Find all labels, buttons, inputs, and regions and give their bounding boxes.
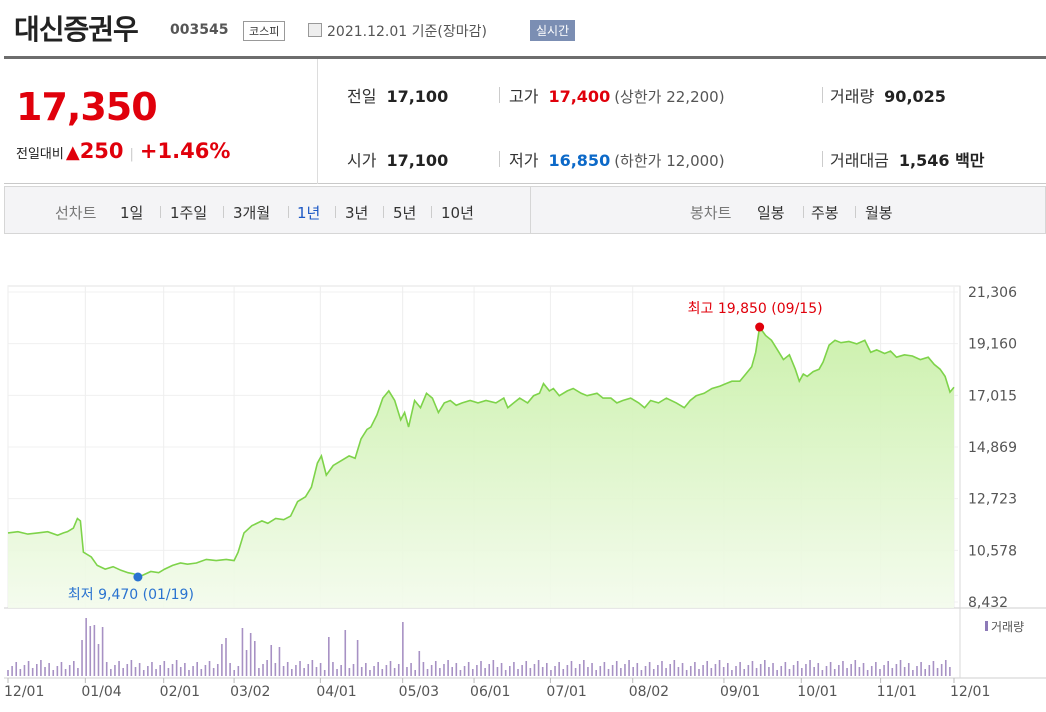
candle-chart-label: 봉차트: [690, 204, 732, 222]
stock-header: 대신증권우 003545 코스피 2021.12.01 기준(장마감) 실시간: [0, 0, 1046, 56]
x-tick-label: 07/01: [546, 684, 586, 700]
y-tick-label: 14,869: [968, 440, 1017, 456]
y-tick-label: 17,015: [968, 388, 1017, 404]
y-tick-label: 21,306: [968, 285, 1017, 301]
tab-10y[interactable]: 10년: [441, 204, 474, 222]
open-price: 시가 17,100: [347, 151, 449, 170]
change-row: 전일대비 ▲250 | +1.46%: [16, 139, 231, 163]
x-tick-label: 12/01: [4, 684, 44, 700]
volume-legend-swatch: [985, 621, 988, 631]
price-area: [8, 327, 954, 608]
max-marker: [755, 322, 765, 332]
x-tick-label: 05/03: [399, 684, 439, 700]
change-label: 전일대비: [16, 147, 64, 162]
x-tick-label: 04/01: [316, 684, 356, 700]
price-chart: 최고 19,850 (09/15) 최저 9,470 (01/19) 21,306…: [4, 285, 1046, 700]
max-label: 최고 19,850 (09/15): [688, 301, 823, 317]
price-line: [7, 325, 955, 578]
y-tick-label: 12,723: [968, 492, 1017, 508]
as-of-date: 2021.12.01 기준(장마감): [327, 24, 487, 40]
tab-5y[interactable]: 5년: [393, 204, 417, 222]
stock-code: 003545: [170, 22, 229, 38]
min-label: 최저 9,470 (01/19): [68, 587, 194, 603]
trade-value: 거래대금 1,546 백만: [830, 151, 985, 170]
tab-monthly[interactable]: 월봉: [865, 204, 893, 222]
realtime-button[interactable]: 실시간: [530, 20, 576, 41]
high-price: 고가 17,400 (상한가 22,200): [509, 87, 725, 106]
prev-close: 전일 17,100: [347, 87, 449, 106]
y-tick-label: 19,160: [968, 337, 1017, 353]
x-tick-label: 10/01: [797, 684, 837, 700]
change-percent: +1.46%: [139, 139, 231, 163]
x-tick-label: 08/02: [629, 684, 669, 700]
y-tick-label: 10,578: [968, 543, 1017, 559]
chart-tabs: 선차트 1일 1주일 3개월 1년 3년 5년 10년 봉차트 일봉 주봉 월봉: [4, 186, 1046, 234]
change-amount: 250: [79, 139, 124, 163]
current-price: 17,350: [16, 85, 158, 129]
tab-1d[interactable]: 1일: [120, 204, 144, 222]
tab-1w[interactable]: 1주일: [170, 204, 208, 222]
x-tick-label: 12/01: [950, 684, 990, 700]
volume: 거래량 90,025: [830, 87, 946, 106]
tab-3y[interactable]: 3년: [345, 204, 369, 222]
line-chart-label: 선차트: [55, 204, 97, 222]
tab-3m[interactable]: 3개월: [233, 204, 271, 222]
x-tick-label: 01/04: [81, 684, 121, 700]
x-tick-label: 06/01: [470, 684, 510, 700]
volume-legend: 거래량: [991, 620, 1024, 634]
x-tick-label: 11/01: [877, 684, 917, 700]
x-tick-label: 02/01: [160, 684, 200, 700]
quote-panel: 17,350 전일대비 ▲250 | +1.46% 전일 17,100 고가 17,400…: [4, 56, 1046, 184]
low-price: 저가 16,850 (하한가 12,000): [509, 151, 725, 170]
up-arrow-icon: ▲: [65, 142, 80, 163]
market-badge: 코스피: [243, 21, 286, 41]
tab-weekly[interactable]: 주봉: [811, 204, 839, 222]
x-tick-label: 03/02: [230, 684, 270, 700]
y-tick-label: 8,432: [968, 595, 1008, 611]
stock-name: 대신증권우: [14, 13, 139, 46]
tab-1y[interactable]: 1년: [297, 204, 321, 222]
calendar-icon: [308, 23, 322, 37]
price-summary: 17,350 전일대비 ▲250 | +1.46%: [4, 59, 318, 184]
min-marker: [133, 572, 143, 582]
tab-daily[interactable]: 일봉: [757, 204, 785, 222]
x-tick-label: 09/01: [720, 684, 760, 700]
